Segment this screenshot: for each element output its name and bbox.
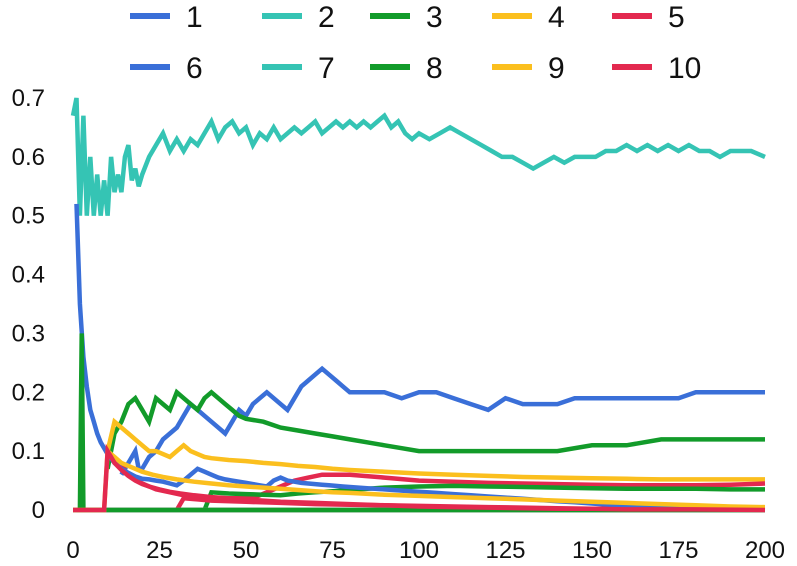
series-line-10 [73, 443, 766, 513]
series-line-8-main [105, 388, 765, 470]
x-tick-label: 150 [572, 537, 612, 564]
legend-label: 2 [318, 1, 335, 34]
legend-item-6: 6 [130, 52, 203, 85]
legend-label: 9 [548, 52, 565, 85]
legend-item-4: 4 [492, 1, 565, 34]
x-tick-label: 200 [745, 537, 785, 564]
x-tick-label: 25 [146, 537, 173, 564]
x-axis: 0 25 50 75 100 125 150 175 200 [66, 537, 785, 564]
series-line-3-main [202, 483, 765, 511]
y-tick-label: 0.6 [12, 144, 45, 171]
legend: 1 2 3 4 5 6 7 8 9 10 [130, 1, 701, 85]
legend-label: 4 [548, 1, 565, 34]
legend-item-9: 9 [492, 52, 565, 85]
series-line-2 [70, 97, 766, 216]
y-tick-label: 0.2 [12, 379, 45, 406]
legend-item-8: 8 [370, 52, 443, 85]
x-tick-label: 175 [658, 537, 698, 564]
series-line-9 [73, 446, 766, 513]
y-tick-label: 0.4 [12, 262, 45, 289]
legend-item-10: 10 [612, 52, 701, 85]
legend-item-5: 5 [612, 1, 685, 34]
y-tick-label: 0.3 [12, 320, 45, 347]
y-axis: 0 0.1 0.2 0.3 0.4 0.5 0.6 0.7 [12, 85, 45, 524]
legend-label: 7 [318, 52, 335, 85]
x-tick-label: 50 [233, 537, 260, 564]
x-tick-label: 75 [319, 537, 346, 564]
legend-item-1: 1 [130, 1, 203, 34]
y-tick-label: 0.7 [12, 85, 45, 112]
legend-item-3: 3 [370, 1, 443, 34]
plot-area [70, 97, 766, 513]
legend-label: 3 [426, 1, 443, 34]
y-tick-label: 0.1 [12, 438, 45, 465]
series-line-6-main [119, 365, 765, 476]
legend-label: 6 [186, 52, 203, 85]
legend-label: 8 [426, 52, 443, 85]
legend-label: 5 [668, 1, 685, 34]
x-tick-label: 100 [399, 537, 439, 564]
x-tick-label: 0 [66, 537, 79, 564]
y-tick-label: 0 [32, 497, 45, 524]
legend-item-2: 2 [262, 1, 335, 34]
series-line-6 [74, 203, 765, 512]
legend-label: 10 [668, 52, 701, 85]
y-tick-label: 0.5 [12, 203, 45, 230]
legend-item-7: 7 [262, 52, 335, 85]
x-tick-label: 125 [485, 537, 525, 564]
legend-label: 1 [186, 1, 203, 34]
series-line-9-main [105, 417, 765, 482]
